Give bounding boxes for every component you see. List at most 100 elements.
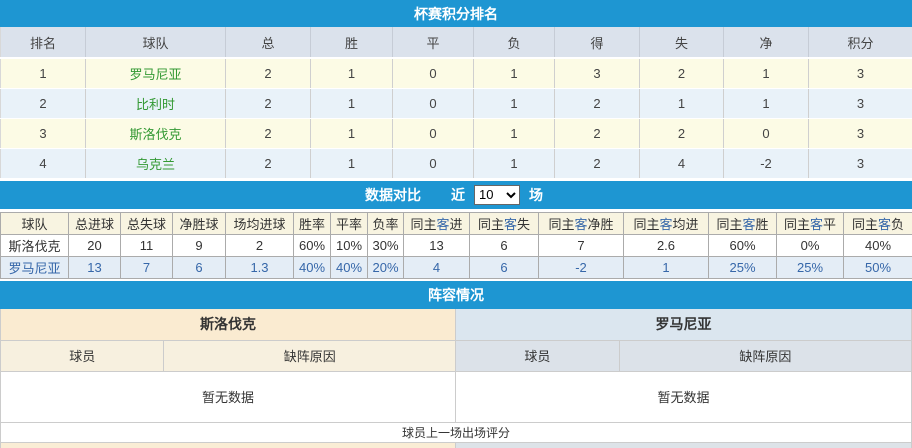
- stat-cell: 30%: [367, 233, 404, 257]
- stat-cell: 40%: [330, 255, 368, 279]
- compare-header-total-goals: 总进球: [68, 211, 121, 235]
- standings-header-goals-for: 得: [554, 27, 640, 59]
- stat-cell: 2: [554, 148, 640, 179]
- compare-row: 斯洛伐克 20 11 9 2 60% 10% 30% 13 6 7 2.6 60…: [0, 233, 912, 257]
- stat-cell: 0: [392, 148, 474, 179]
- stat-cell: 1: [473, 148, 555, 179]
- team-link[interactable]: 斯洛伐克: [129, 126, 182, 142]
- stat-cell: 1: [723, 58, 809, 89]
- panel-team-name: 罗马尼亚: [456, 308, 911, 341]
- rank-cell: 3: [0, 118, 86, 149]
- lineup-subheader-row: 球员 缺阵原因: [1, 340, 455, 372]
- stat-cell: 2: [225, 118, 311, 149]
- stat-cell: 9: [172, 233, 226, 257]
- standings-header-rank: 排名: [0, 27, 86, 59]
- compare-table: 球队 总进球 总失球 净胜球 场均进球 胜率 平率 负率 同主客进 同主客失 同…: [0, 211, 912, 279]
- stat-cell: 1: [310, 58, 393, 89]
- stat-cell: 2: [639, 58, 724, 89]
- stat-cell: 1: [623, 255, 709, 279]
- lineup-panels: 斯洛伐克 球员 缺阵原因 暂无数据 罗马尼亚 球员 缺阵原因 暂无数据: [0, 308, 912, 422]
- no-data-text: 暂无数据: [456, 371, 911, 422]
- lineup-title: 阵容情况: [428, 286, 484, 303]
- compare-header-win-rate: 胜率: [293, 211, 331, 235]
- compare-header-venue-goals: 同主客进: [403, 211, 470, 235]
- player-label: 球员: [456, 340, 620, 371]
- stat-cell: 60%: [293, 233, 331, 257]
- stat-cell: -2: [723, 148, 809, 179]
- compare-header-venue-draw-rate: 同主客平: [776, 211, 844, 235]
- compare-team-link[interactable]: 斯洛伐克: [8, 238, 61, 254]
- stat-cell: 2: [639, 118, 724, 149]
- stat-cell: 1: [473, 118, 555, 149]
- stat-cell: 40%: [293, 255, 331, 279]
- stat-cell: 7: [120, 255, 173, 279]
- player-label: 球员: [1, 340, 165, 371]
- standings-title-bar: 杯赛积分排名: [0, 0, 912, 27]
- stat-cell: 3: [808, 88, 912, 119]
- stat-cell: 6: [469, 233, 539, 257]
- stat-cell: 50%: [843, 255, 912, 279]
- compare-row: 罗马尼亚 13 7 6 1.3 40% 40% 20% 4 6 -2 1 25%…: [0, 255, 912, 279]
- stat-cell: 1: [310, 148, 393, 179]
- compare-header-avg-goals: 场均进球: [225, 211, 294, 235]
- stat-cell: 11: [120, 233, 173, 257]
- unit-label: 场: [529, 186, 543, 203]
- team-link[interactable]: 比利时: [135, 96, 175, 112]
- standings-header-goal-diff: 净: [723, 27, 809, 59]
- stat-cell: 4: [403, 255, 470, 279]
- stat-cell: 13: [68, 255, 121, 279]
- stat-cell: 7: [538, 233, 624, 257]
- lineup-title-bar: 阵容情况: [0, 280, 912, 309]
- absence-reason-label: 缺阵原因: [283, 349, 336, 364]
- compare-header-venue-avg: 同主客均进: [623, 211, 709, 235]
- stat-cell: 1: [310, 118, 393, 149]
- team-link[interactable]: 乌克兰: [135, 156, 175, 172]
- standings-header-goals-against: 失: [639, 27, 724, 59]
- standings-row: 4 乌克兰 2 1 0 1 2 4 -2 3: [0, 148, 912, 179]
- stat-cell: 6: [469, 255, 539, 279]
- player-rating-title: 球员上一场出场评分: [0, 421, 912, 443]
- standings-header-points: 积分: [808, 27, 912, 59]
- stat-cell: 1: [723, 88, 809, 119]
- stat-cell: 60%: [708, 233, 777, 257]
- stat-cell: 1: [473, 58, 555, 89]
- stat-cell: 3: [808, 118, 912, 149]
- stat-cell: 25%: [776, 255, 844, 279]
- lineup-panel-slovakia: 斯洛伐克 球员 缺阵原因 暂无数据: [1, 308, 456, 422]
- standings-header-loss: 负: [473, 27, 555, 59]
- stat-cell: -2: [538, 255, 624, 279]
- compare-header-row: 球队 总进球 总失球 净胜球 场均进球 胜率 平率 负率 同主客进 同主客失 同…: [0, 211, 912, 235]
- stat-cell: 1: [310, 88, 393, 119]
- match-count-select[interactable]: 10: [474, 184, 520, 205]
- lineup-subheader-row: 球员 缺阵原因: [456, 340, 911, 372]
- stat-cell: 0: [392, 118, 474, 149]
- stat-cell: 40%: [843, 233, 912, 257]
- stat-cell: 25%: [708, 255, 777, 279]
- next-section-strip: [0, 442, 912, 448]
- stat-cell: 20%: [367, 255, 404, 279]
- standings-row: 3 斯洛伐克 2 1 0 1 2 2 0 3: [0, 118, 912, 149]
- no-data-text: 暂无数据: [1, 371, 455, 422]
- stat-cell: 2: [225, 233, 294, 257]
- team-cell: 斯洛伐克: [0, 233, 69, 257]
- stat-cell: 3: [808, 58, 912, 89]
- stat-cell: 13: [403, 233, 470, 257]
- stat-cell: 1.3: [225, 255, 294, 279]
- standings-header-team: 球队: [85, 27, 226, 59]
- standings-header-win: 胜: [310, 27, 393, 59]
- stat-cell: 2: [554, 118, 640, 149]
- absence-reason-label: 缺阵原因: [739, 349, 792, 364]
- rank-cell: 4: [0, 148, 86, 179]
- stat-cell: 10%: [330, 233, 368, 257]
- compare-team-link[interactable]: 罗马尼亚: [8, 260, 61, 276]
- team-link[interactable]: 罗马尼亚: [129, 66, 182, 82]
- standings-header-row: 排名 球队 总 胜 平 负 得 失 净 积分: [0, 27, 912, 59]
- compare-header-goal-diff: 净胜球: [172, 211, 226, 235]
- stat-cell: 2: [225, 88, 311, 119]
- stat-cell: 0: [392, 88, 474, 119]
- recent-label: 近: [451, 186, 465, 203]
- compare-header-draw-rate: 平率: [330, 211, 368, 235]
- stat-cell: 3: [554, 58, 640, 89]
- compare-header-loss-rate: 负率: [367, 211, 404, 235]
- stat-cell: 0%: [776, 233, 844, 257]
